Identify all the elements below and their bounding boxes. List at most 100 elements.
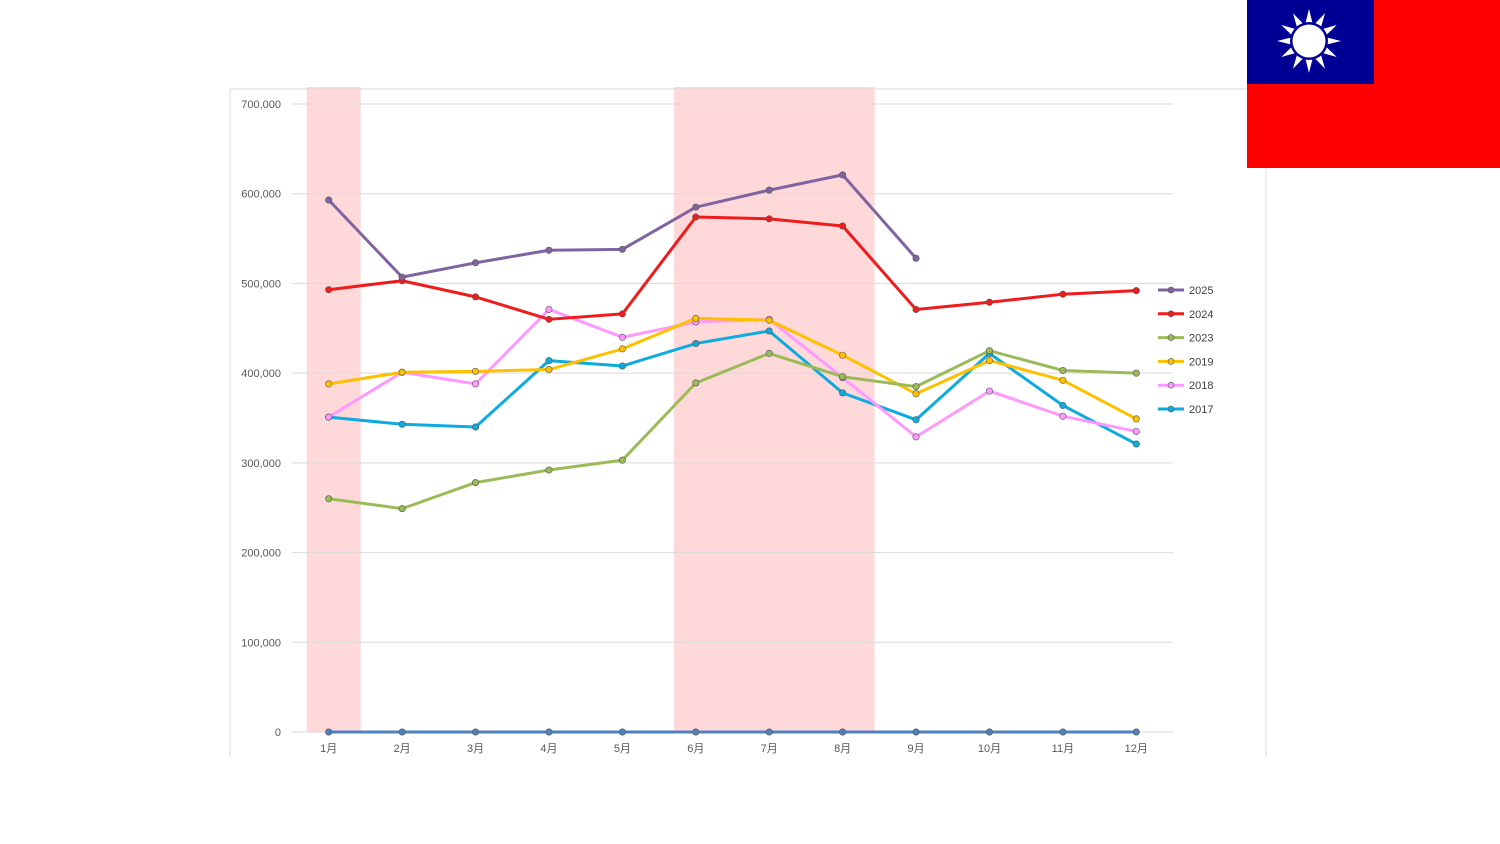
data-point (325, 196, 333, 204)
data-point (692, 203, 700, 211)
data-point (1132, 427, 1140, 435)
data-point (398, 505, 406, 513)
x-axis-ticks: 1月 2月 3月 4月 5月 6月 7月 8月 9月 10月 11月 12月 (320, 743, 1148, 755)
legend-marker (1167, 286, 1175, 294)
data-point (912, 383, 920, 391)
data-point (398, 420, 406, 428)
data-point (1059, 728, 1067, 736)
data-point (912, 390, 920, 398)
x-tick-label: 1月 (320, 743, 337, 755)
sun-ray (1304, 9, 1314, 26)
y-tick-label: 600,000 (241, 189, 281, 201)
y-tick-label: 0 (275, 727, 281, 739)
data-point (839, 171, 847, 179)
data-point (985, 387, 993, 395)
legend: 2025 2024 2023 2019 2018 2017 (1158, 285, 1213, 416)
y-tick-label: 200,000 (241, 548, 281, 560)
legend-label: 2018 (1189, 380, 1213, 392)
data-point (472, 380, 480, 388)
data-point (545, 357, 553, 365)
data-point (398, 368, 406, 376)
data-point (472, 479, 480, 487)
data-point (839, 728, 847, 736)
highlight-bands (306, 87, 875, 732)
data-point (472, 423, 480, 431)
data-point (1132, 728, 1140, 736)
data-point (912, 254, 920, 262)
data-point (1132, 287, 1140, 295)
data-point (839, 389, 847, 397)
data-point (1059, 401, 1067, 409)
y-tick-label: 500,000 (241, 278, 281, 290)
data-point (472, 728, 480, 736)
series-line (327, 329, 1138, 446)
y-tick-label: 100,000 (241, 637, 281, 649)
data-point (545, 246, 553, 254)
x-tick-label: 3月 (467, 743, 484, 755)
data-point (692, 379, 700, 387)
white-sun-icon (1277, 9, 1341, 73)
data-point (839, 373, 847, 381)
data-point (1059, 366, 1067, 374)
legend-marker (1167, 405, 1175, 413)
legend-label: 2017 (1189, 404, 1213, 416)
data-point (985, 298, 993, 306)
data-point (325, 286, 333, 294)
data-point (325, 495, 333, 503)
x-tick-label: 4月 (540, 743, 557, 755)
y-tick-label: 400,000 (241, 368, 281, 380)
sun-disc (1292, 24, 1326, 58)
legend-label: 2019 (1189, 356, 1213, 368)
x-tick-label: 10月 (978, 743, 1001, 755)
data-point (692, 340, 700, 348)
data-point (1132, 440, 1140, 448)
data-point (398, 273, 406, 281)
data-point (618, 245, 626, 253)
data-point (1132, 415, 1140, 423)
series-line (327, 316, 1138, 421)
x-tick-label: 6月 (687, 743, 704, 755)
data-point (618, 456, 626, 464)
data-point (912, 305, 920, 313)
legend-marker (1167, 381, 1175, 389)
data-point (765, 316, 773, 324)
data-point (1059, 412, 1067, 420)
x-tick-label: 5月 (614, 743, 631, 755)
data-point (985, 347, 993, 355)
x-tick-label: 12月 (1125, 743, 1148, 755)
data-point (765, 327, 773, 335)
sun-ray (1277, 36, 1294, 46)
y-tick-label: 300,000 (241, 458, 281, 470)
data-point (765, 215, 773, 223)
data-point (545, 315, 553, 323)
x-tick-label: 11月 (1052, 743, 1074, 755)
x-tick-label: 9月 (907, 743, 924, 755)
series-lines (325, 171, 1140, 736)
data-point (618, 362, 626, 370)
data-point (545, 366, 553, 374)
x-tick-label: 2月 (394, 743, 411, 755)
x-tick-label: 8月 (834, 743, 851, 755)
y-tick-label: 700,000 (241, 99, 281, 111)
data-point (472, 293, 480, 301)
x-tick-label: 7月 (761, 743, 778, 755)
data-point (1132, 369, 1140, 377)
data-point (692, 314, 700, 322)
data-point (765, 349, 773, 357)
data-point (545, 728, 553, 736)
sun-ray (1304, 56, 1314, 73)
data-point (912, 728, 920, 736)
data-point (692, 728, 700, 736)
legend-label: 2025 (1189, 285, 1213, 297)
data-point (985, 728, 993, 736)
data-point (618, 728, 626, 736)
data-point (1059, 290, 1067, 298)
series-line (327, 215, 1138, 321)
legend-marker (1167, 310, 1175, 318)
data-point (839, 351, 847, 359)
data-point (1059, 376, 1067, 384)
data-point (765, 186, 773, 194)
data-point (325, 728, 333, 736)
data-point (325, 380, 333, 388)
data-point (618, 333, 626, 341)
